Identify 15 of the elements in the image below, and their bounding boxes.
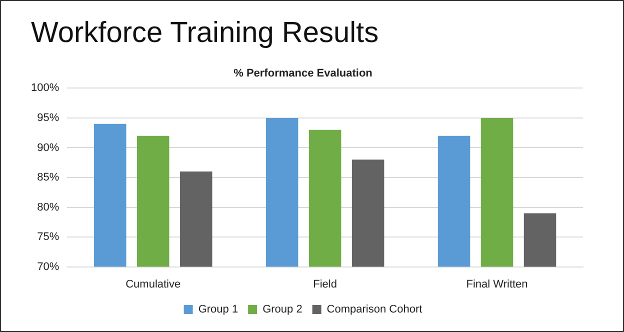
y-tick-label: 100% [30,82,60,94]
legend-label: Group 2 [262,304,302,316]
y-tick-label: 85% [37,172,60,184]
x-tick-label: Cumulative [126,278,181,290]
y-tick-label: 90% [37,142,60,154]
legend-label: Group 1 [198,304,238,316]
chart-title: Workforce Training Results [31,17,379,50]
y-tick-label: 75% [37,231,60,244]
legend-label: Comparison Cohort [326,304,422,316]
chart-subtitle: % Performance Evaluation [234,68,373,80]
y-tick-label: 80% [37,201,60,214]
y-tick-label: 70% [37,260,60,273]
x-tick-label: Field [313,278,337,290]
y-tick-label: 95% [37,112,60,124]
x-tick-label: Final Written [466,278,528,290]
